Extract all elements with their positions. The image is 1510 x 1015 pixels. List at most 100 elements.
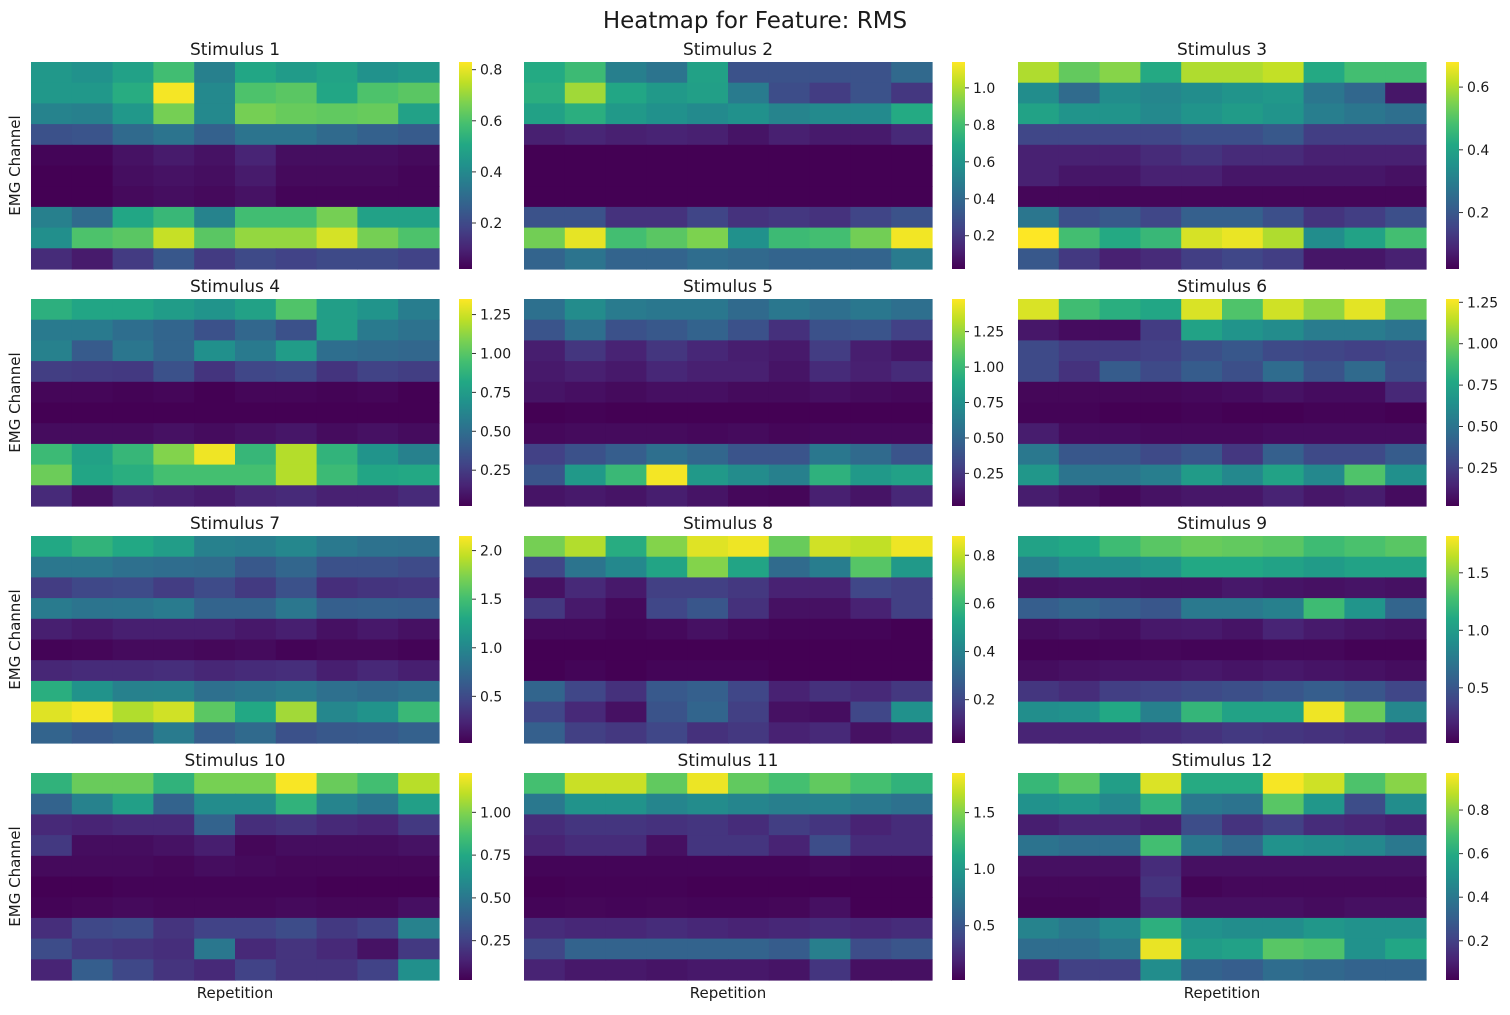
heatmap-cell: channel 9, repetition 5: 0.2	[235, 248, 277, 270]
heatmap-cell: channel 1, repetition 3: 0.32	[1140, 82, 1182, 104]
heatmap-cell: channel 1, repetition 8: 0.3	[850, 82, 892, 104]
heatmap-cell: channel 6, repetition 6: 0.03	[275, 186, 318, 208]
heatmap-cell: channel 0, repetition 0: 0.7	[524, 536, 566, 558]
y-axis-label: EMG Channel	[6, 115, 24, 215]
heatmap-cell: channel 2, repetition 9: 0.1	[1385, 577, 1427, 599]
heatmap-cell: channel 1, repetition 5: 1.1	[1222, 556, 1264, 578]
heatmap-cell: channel 4, repetition 6: 0.04	[768, 855, 811, 878]
heatmap-cell: channel 6, repetition 4: 0.02	[687, 186, 729, 208]
heatmap-cell: channel 2, repetition 6: 0.1	[768, 577, 811, 599]
heatmap-cell: channel 6, repetition 7: 0.03	[316, 186, 358, 208]
heatmap-cell: channel 6, repetition 9: 0.02	[891, 660, 933, 682]
heatmap-cell: channel 4, repetition 6: 0.06	[768, 381, 811, 404]
heatmap-cell: channel 7, repetition 4: 0.42	[1181, 680, 1223, 703]
colorbar-tick-label: 1.00	[480, 346, 511, 362]
heatmap-cell: channel 4, repetition 8: 0.12	[1344, 618, 1386, 641]
subplot-stimulus-2: Stimulus 2channel 0, repetition 0: 0.7ch…	[524, 40, 995, 270]
heatmap-cell: channel 2, repetition 2: 0.3	[605, 814, 647, 836]
heatmap-cell: channel 7, repetition 1: 0.38	[564, 443, 607, 466]
heatmap-cell: channel 7, repetition 0: 0.3	[1018, 680, 1060, 703]
heatmap-cell: channel 0, repetition 4: 0.7	[194, 299, 236, 321]
heatmap-cell: channel 0, repetition 5: 0.52	[728, 299, 770, 321]
heatmap-cell: channel 9, repetition 7: 0.6	[316, 722, 358, 744]
colorbar-gradient	[952, 62, 965, 269]
heatmap-cell: channel 2, repetition 7: 0.16	[316, 814, 358, 836]
heatmap-cell: channel 7, repetition 4: 0.5	[687, 443, 729, 466]
heatmap-cell: channel 1, repetition 8: 0.6	[357, 82, 399, 104]
colorbar-tick-label: 0.2	[1467, 206, 1489, 222]
heatmap-cell: channel 1, repetition 7: 0.52	[1303, 793, 1345, 815]
heatmap-cell: channel 8, repetition 0: 0.68	[1018, 464, 1060, 486]
heatmap-cell: channel 0, repetition 5: 0.5	[235, 62, 277, 84]
heatmap-cell: channel 8, repetition 4: 0.92	[687, 227, 729, 249]
heatmap-cell: channel 3, repetition 1: 0.16	[1058, 124, 1101, 146]
heatmap-cell: channel 0, repetition 8: 0.7	[1344, 773, 1386, 795]
heatmap-cell: channel 7, repetition 4: 1.32	[194, 443, 236, 466]
heatmap-cell: channel 4, repetition 7: 0.08	[1303, 144, 1345, 167]
heatmap-cell: channel 9, repetition 4: 0.32	[1181, 959, 1223, 981]
heatmap-cell: channel 6, repetition 9: 0.02	[891, 186, 933, 208]
heatmap-cell: channel 6, repetition 1: 0.1	[1058, 660, 1101, 682]
heatmap-cell: channel 4, repetition 0: 0.2	[31, 618, 73, 641]
heatmap-cell: channel 7, repetition 5: 0.22	[1222, 206, 1264, 229]
heatmap-cell: channel 3, repetition 5: 0.34	[1222, 835, 1264, 857]
heatmap-cell: channel 2, repetition 7: 0.1	[809, 577, 851, 599]
heatmap-cell: channel 0, repetition 1: 0.78	[564, 536, 607, 558]
colorbar-tick-label: 0.5	[973, 919, 995, 935]
heatmap-cell: channel 6, repetition 0: 0.02	[31, 186, 73, 208]
heatmap-cell: channel 2, repetition 9: 0.25	[891, 814, 933, 836]
heatmap-cell: channel 0, repetition 3: 1.2	[153, 536, 195, 558]
colorbar-tick-label: 0.4	[973, 645, 995, 661]
heatmap-cell: channel 2, repetition 9: 0.28	[1385, 340, 1427, 362]
heatmap-cell: channel 0, repetition 9: 0.48	[1385, 62, 1427, 84]
heatmap-cell: channel 6, repetition 3: 0.08	[153, 423, 195, 445]
heatmap-cell: channel 4, repetition 5: 0.16	[235, 618, 277, 641]
heatmap-cell: channel 6, repetition 2: 0.04	[112, 186, 154, 208]
heatmap-cell: channel 4, repetition 2: 0.08	[1099, 618, 1141, 641]
heatmap-cell: channel 7, repetition 9: 0.4	[891, 443, 933, 466]
heatmap-cell: channel 2, repetition 1: 0.72	[564, 103, 607, 125]
figure-title: Heatmap for Feature: RMS	[603, 8, 907, 34]
heatmap-cell: channel 7, repetition 4: 0.5	[1181, 917, 1223, 940]
heatmap-cell: channel 6, repetition 9: 0.2	[398, 660, 440, 682]
heatmap-cell: channel 5, repetition 6: 0.06	[1262, 165, 1305, 187]
heatmap-cell: channel 3, repetition 1: 0.84	[71, 598, 114, 620]
heatmap-cell: channel 5, repetition 1: 0.02	[564, 639, 607, 661]
heatmap-cell: channel 2, repetition 3: 0.66	[153, 103, 195, 125]
heatmap-cell: channel 3, repetition 4: 0.18	[1181, 124, 1223, 146]
heatmap-cell: channel 8, repetition 5: 0.16	[235, 938, 277, 960]
heatmap-cell: channel 5, repetition 7: 0.02	[809, 165, 851, 187]
heatmap-cell: channel 7, repetition 5: 0.48	[1222, 917, 1264, 940]
heatmap-cell: channel 5, repetition 6: 0.02	[275, 402, 318, 424]
heatmap-cell: channel 1, repetition 5: 0.52	[728, 556, 770, 578]
heatmap-cell: channel 7, repetition 2: 0.35	[1099, 680, 1141, 703]
heatmap-cell: channel 8, repetition 1: 0.36	[1058, 938, 1101, 960]
heatmap-cell: channel 4, repetition 2: 0.04	[605, 855, 647, 878]
heatmap-cell: channel 1, repetition 2: 0.7	[112, 793, 154, 815]
heatmap-cell: channel 5, repetition 4: 0.04	[1181, 639, 1223, 661]
heatmap-cell: channel 5, repetition 1: 0.02	[71, 402, 114, 424]
heatmap-cell: channel 6, repetition 9: 0.03	[398, 186, 440, 208]
subplot-title: Stimulus 7	[190, 514, 280, 534]
heatmap-cell: channel 6, repetition 2: 0.06	[112, 423, 154, 445]
heatmap-cell: channel 2, repetition 3: 0.58	[646, 103, 688, 125]
colorbar: 0.25 0.50 0.75 1.00 1.25	[952, 299, 1004, 506]
heatmap-cell: channel 7, repetition 2: 0.5	[112, 206, 154, 229]
heatmap-cell: channel 1, repetition 7: 0.54	[1303, 319, 1345, 341]
heatmap-cell: channel 5, repetition 9: 0.02	[398, 876, 440, 898]
heatmap-cell: channel 4, repetition 9: 0.04	[891, 855, 933, 878]
heatmap-cell: channel 0, repetition 5: 0.92	[235, 536, 277, 558]
heatmap-cell: channel 3, repetition 4: 0.15	[687, 361, 729, 383]
heatmap-cell: channel 9, repetition 6: 0.38	[768, 248, 811, 270]
heatmap-cell: channel 3, repetition 4: 0.12	[194, 835, 236, 857]
heatmap-cell: channel 1, repetition 4: 0.65	[687, 82, 729, 104]
heatmap-cell: channel 7, repetition 1: 0.2	[564, 680, 607, 703]
heatmap-cell: channel 7, repetition 8: 0.12	[850, 680, 892, 703]
heatmap-cell: channel 0, repetition 0: 0.45	[31, 62, 73, 84]
heatmap-cell: channel 5, repetition 0: 0.02	[524, 876, 566, 898]
heatmap-cell: channel 2, repetition 9: 0.18	[891, 577, 933, 599]
heatmap-cell: channel 2, repetition 6: 0.75	[275, 340, 318, 362]
heatmap-cell: channel 7, repetition 8: 0.26	[357, 917, 399, 940]
heatmap-cell: channel 4, repetition 7: 0.03	[316, 381, 358, 404]
heatmap-cell: channel 0, repetition 8: 1.3	[1344, 536, 1386, 558]
